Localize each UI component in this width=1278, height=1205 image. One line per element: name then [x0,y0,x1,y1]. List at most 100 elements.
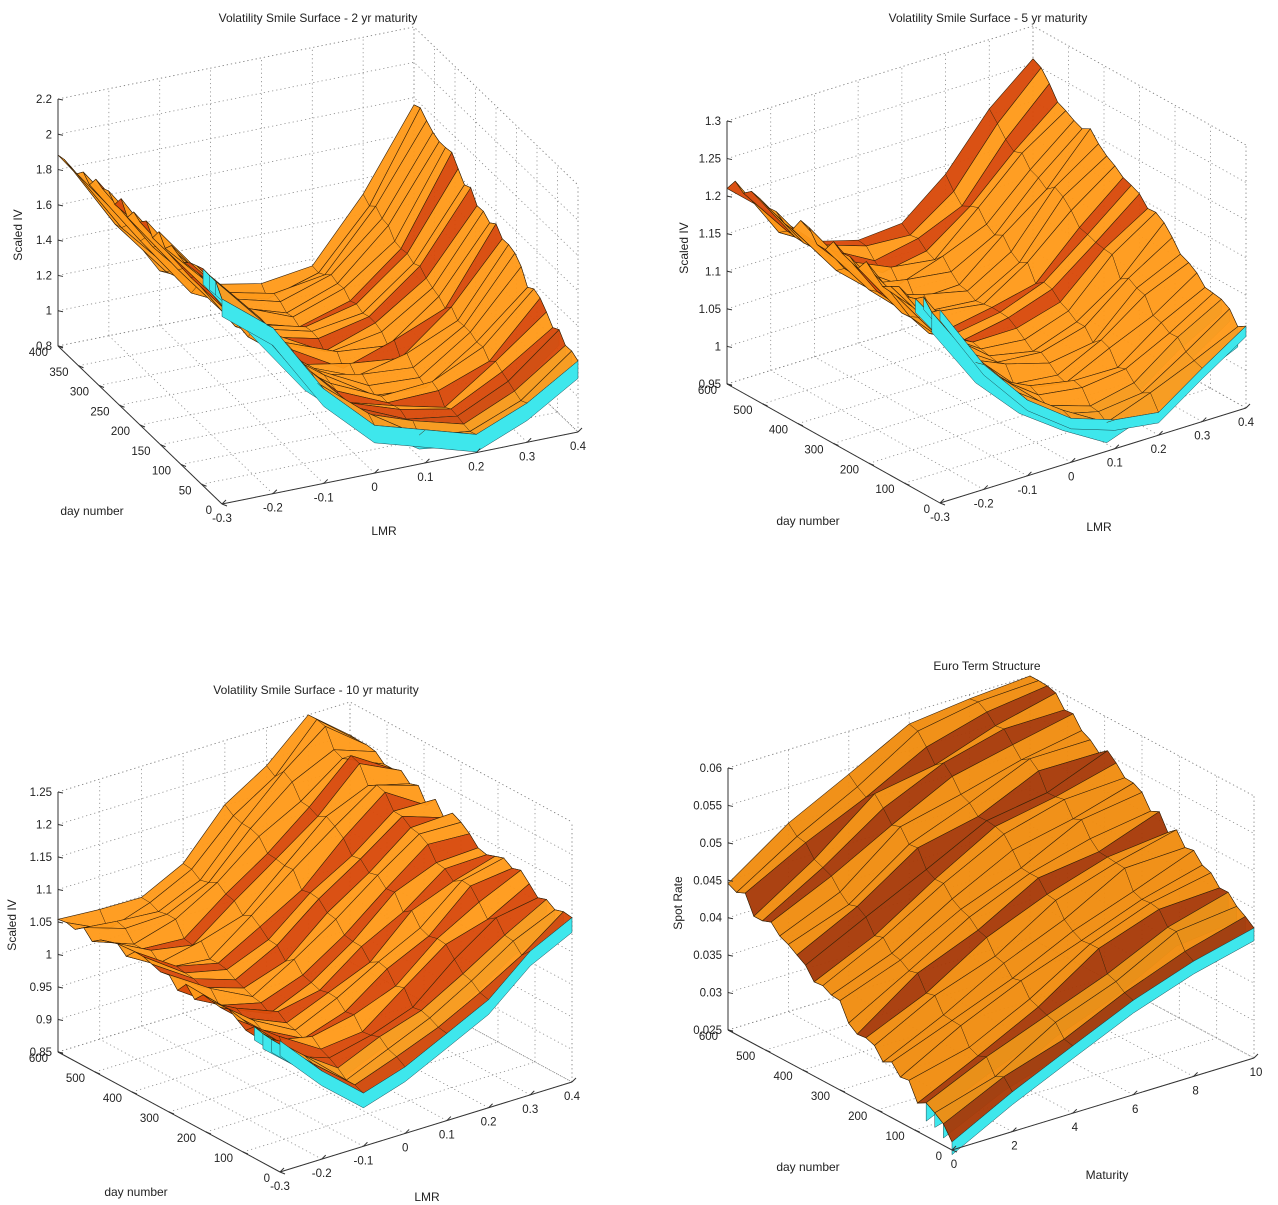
z-axis-label: Scaled IV [11,209,25,260]
chart-panel-2yr: -0.3 -0.2 -0.1 0 0.1 0.2 0.3 0.4 0 50 100150200250… [11,11,587,538]
surface-mesh-line [309,806,318,817]
surface-mesh-line [865,1037,875,1046]
surface-mesh-line [411,910,421,929]
surface-mesh-line [66,922,76,930]
surface-mesh-line [960,794,970,804]
surface-mesh-line [1055,692,1065,711]
surface-mesh-line [470,332,477,343]
surface-mesh-line [874,793,884,809]
surface-mesh-line [997,123,1006,140]
y-tick-label: 300 [140,1113,159,1125]
surface-mesh-line [302,974,312,983]
grid-line [131,1001,425,1093]
surface-mesh-line [375,206,383,219]
x-tick-label: 0 [371,482,377,494]
surface-mesh-line [503,857,513,869]
surface-mesh-line [1000,312,1009,318]
surface-mesh-line [1202,864,1212,873]
surface-mesh-line [95,179,103,189]
surface-mesh-line [368,385,376,396]
surface-mesh-line [1029,873,1039,879]
x-axis-label: Maturity [1086,1168,1129,1182]
y-tick-mark [168,1111,175,1115]
surface-mesh-line [865,793,875,798]
surface-mesh-line [1087,234,1096,243]
surface-mesh-line [335,919,345,936]
surface-mesh-line [478,902,488,920]
surface-mesh-line [185,984,195,1000]
y-tick-label: 200 [840,464,859,476]
surface-mesh-line [452,812,462,823]
surface-mesh-line [983,303,993,308]
surface-mesh-line [453,880,463,882]
surface-mesh-line [1131,185,1140,195]
surface-mesh-line [788,944,798,956]
surface-mesh-line [558,329,566,346]
z-tick-label: 1.15 [699,229,721,241]
surface-mesh-line [520,870,530,884]
surface-mesh-line [146,220,153,238]
surface-mesh-line [280,301,287,314]
surface-mesh-line [388,225,395,242]
surface-mesh-line [127,211,134,218]
y-tick-mark [131,1091,138,1095]
surface-mesh-line [883,808,893,826]
surface-mesh-line [969,916,979,931]
surface-mesh-line [183,938,193,946]
surface-underside [939,309,1247,431]
surface-mesh-line [469,431,477,435]
surface-mesh-line [211,1000,221,1008]
surface-mesh-line [759,198,769,208]
grid-line [762,308,1069,405]
y-tick-label: 400 [769,425,788,437]
grid-line [57,734,573,855]
surface-mesh-line [1046,186,1055,190]
surface-mesh-line [482,346,490,362]
z-tick-mark [726,383,733,386]
surface-mesh-line [418,429,426,436]
x-tick-mark [529,1090,535,1096]
surface-mesh-line [1005,363,1015,385]
surface-mesh-line [1109,347,1118,368]
surface-mesh-line [1012,849,1022,869]
y-tick-mark [939,502,946,506]
y-tick-label: 150 [131,446,150,458]
surface-mesh-line [235,979,245,989]
x-tick-mark [374,468,379,474]
surface-mesh-line [386,888,395,893]
z-tick-label: 1.8 [36,165,52,177]
surface-mesh-line [495,223,503,239]
surface-mesh-line [293,959,303,976]
surface-mesh-line [386,968,396,987]
y-tick-mark [839,1089,846,1093]
surface-mesh-line [514,253,522,267]
surface-mesh-line [1098,851,1108,858]
surface-mesh-line [378,961,388,970]
grid-line [205,1041,499,1133]
y-axis-label: day number [776,514,839,528]
surface-mesh-line [1158,811,1169,833]
y-tick-mark [877,1109,883,1113]
surface-mesh-line [462,973,472,982]
surface-mesh-line [436,862,446,869]
surface-mesh-line [1079,227,1088,235]
surface-mesh-line [168,974,178,991]
surface-mesh-line [254,1026,264,1034]
surface-mesh-line [833,241,842,253]
surface-mesh-line [274,771,284,777]
x-tick-label: 0.1 [417,472,433,484]
surface-mesh-line [865,916,875,936]
surface-mesh-line [907,296,916,299]
surface-mesh-line [934,762,944,766]
surface-mesh-line [1005,139,1015,152]
y-tick-label: 600 [29,1053,48,1065]
grid-line [868,367,1176,464]
surface [56,714,573,1109]
surface-mesh-line [803,242,812,248]
surface-mesh-line [489,222,497,225]
z-tick-label: 1.2 [36,820,52,832]
surface-mesh-line [926,746,936,766]
surface-mesh-line [215,281,223,300]
surface-mesh-line [159,270,167,272]
